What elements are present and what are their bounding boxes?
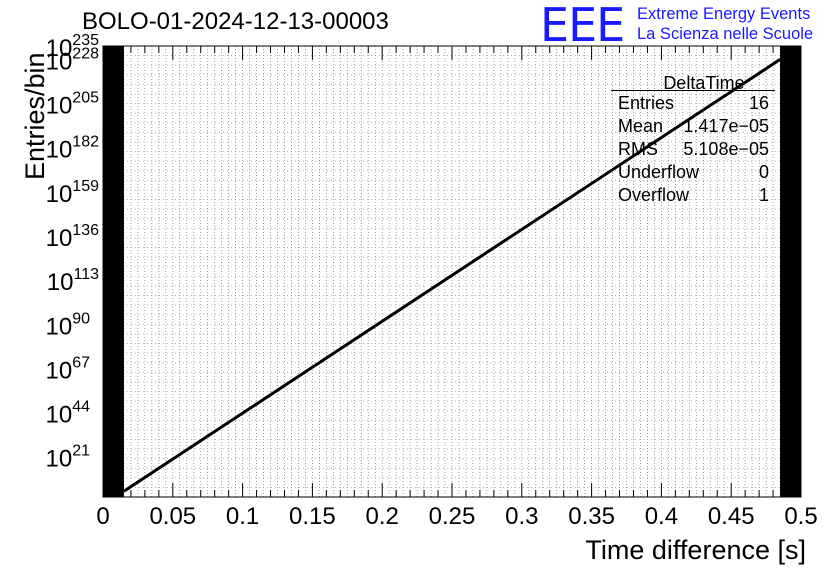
y-tick-base: 10 [46,137,73,164]
stats-label: Underflow [618,162,700,182]
y-tick-labels: 1021104410671090101131013610159101821020… [46,32,100,473]
stats-title: DeltaTime [663,73,745,93]
edge-bin-bar [780,46,801,497]
x-tick-label: 0.2 [366,503,399,530]
x-tick-label: 0.25 [429,503,476,530]
y-tick-exponent: 90 [72,310,90,327]
y-tick-base: 10 [46,93,73,120]
x-tick-label: 0 [96,503,109,530]
stats-label: Mean [618,116,664,136]
x-tick-label: 0.45 [708,503,755,530]
x-tick-label: 0.3 [505,503,538,530]
y-tick-base: 10 [46,225,73,252]
y-tick-exponent: 235 [72,32,99,49]
x-tick-label: 0.4 [645,503,678,530]
y-tick-exponent: 182 [72,134,99,151]
y-tick-base: 10 [46,402,73,429]
y-tick-exponent: 205 [72,90,99,107]
x-tick-label: 0.15 [289,503,336,530]
stats-value: 1.417e−05 [683,116,769,136]
stats-row-entries: Entries 16 [611,92,775,115]
y-tick-exponent: 136 [72,222,99,239]
y-tick-label: 10136 [46,222,100,252]
y-tick-label: 10159 [46,178,100,208]
stats-divider [611,90,775,91]
y-tick-label: 1067 [46,354,91,384]
stats-value: 5.108e−05 [683,139,769,159]
y-tick-label: 10228 [46,45,100,75]
y-tick-label: 1021 [46,443,91,473]
y-tick-label: 1044 [46,399,91,429]
stats-row-rms: RMS 5.108e−05 [611,138,775,161]
x-tick-label: 0.1 [226,503,259,530]
y-tick-exponent: 228 [72,45,99,62]
series-line [123,58,781,493]
y-tick-base: 10 [46,181,73,208]
stats-value: 16 [748,93,769,113]
y-tick-label: 10235 [46,32,100,62]
eee-logo: EEE [540,0,625,52]
y-tick-exponent: 44 [72,399,90,416]
y-tick-base: 10 [46,446,73,473]
stats-label: RMS [618,139,658,159]
x-tick-label: 0.35 [568,503,615,530]
stats-value: 1 [758,185,769,205]
y-tick-base: 10 [46,35,73,62]
stats-row-underflow: Underflow 0 [611,161,775,184]
y-tick-base: 10 [46,313,73,340]
stats-row-overflow: Overflow 1 [611,184,775,207]
y-tick-exponent: 21 [72,443,90,460]
stats-label: Overflow [618,185,690,205]
stats-box: DeltaTime Entries 16 Mean 1.417e−05 RMS … [611,73,775,207]
y-tick-base: 10 [46,48,73,75]
y-tick-label: 10205 [46,90,100,120]
x-axis-label: Time difference [s] [585,535,806,565]
logo-subtitle-1: Extreme Energy Events [637,5,811,23]
stats-value: 0 [758,162,769,182]
stats-row-mean: Mean 1.417e−05 [611,115,775,138]
y-tick-exponent: 113 [73,266,99,283]
y-tick-base: 10 [47,269,74,296]
data-series [123,58,781,493]
y-tick-exponent: 159 [72,178,99,195]
edge-bin-bar [103,46,124,497]
chart-title: BOLO-01-2024-12-13-00003 [82,8,389,35]
x-tick-label: 0.5 [784,503,817,530]
logo-subtitle-2: La Scienza nelle Scuole [637,25,814,43]
y-tick-label: 1090 [46,310,91,340]
y-tick-base: 10 [46,357,73,384]
axis-ticks [102,46,802,497]
x-tick-labels: 0 0.05 0.1 0.15 0.2 0.25 0.3 0.35 0.4 0.45 0.5 [96,503,817,530]
x-tick-label: 0.05 [149,503,196,530]
y-tick-label: 10182 [46,134,100,164]
edge-bins [103,46,801,497]
y-axis-label: Entries/bin [20,52,50,180]
stats-label: Entries [618,93,675,113]
y-tick-label: 10113 [47,266,99,296]
y-tick-exponent: 67 [72,354,90,371]
